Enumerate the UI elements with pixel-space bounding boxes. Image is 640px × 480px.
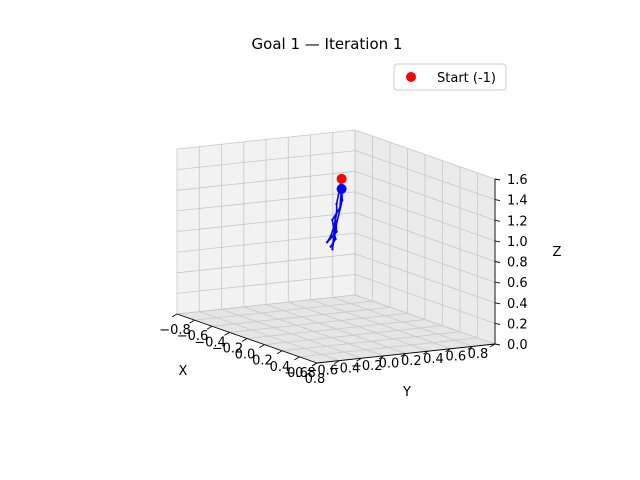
trajectory-point bbox=[335, 231, 337, 233]
z-tick bbox=[495, 241, 500, 242]
z-tick-label: 1.4 bbox=[507, 194, 528, 209]
legend-marker-start bbox=[406, 72, 416, 82]
plot-area: −0.8−0.6−0.4−0.20.0 0.2 0.4 0.6 0.8−0.8−0.6−… bbox=[159, 130, 527, 387]
x-tick-label: 0.0 bbox=[379, 357, 400, 372]
trajectory-point bbox=[333, 233, 335, 235]
y-tick-label: 0.8 bbox=[305, 372, 326, 387]
start-point-marker bbox=[337, 174, 347, 184]
trajectory-point bbox=[331, 248, 333, 250]
y-axis-label: Y bbox=[402, 385, 411, 400]
y-tick bbox=[295, 357, 300, 360]
x-tick-label: 0.8 bbox=[468, 347, 489, 362]
trajectory-point bbox=[336, 211, 338, 213]
z-tick-label: 0.4 bbox=[507, 297, 528, 312]
z-tick bbox=[495, 323, 500, 324]
z-tick-label: 1.0 bbox=[507, 235, 528, 250]
trajectory-point bbox=[331, 219, 333, 221]
legend-label-start: Start (-1) bbox=[437, 71, 496, 86]
z-tick-label: 1.2 bbox=[507, 214, 528, 229]
z-tick-label: 0.0 bbox=[507, 338, 528, 353]
x-axis-label: X bbox=[179, 364, 188, 379]
trajectory-point bbox=[330, 246, 332, 248]
z-tick bbox=[495, 282, 500, 283]
y-tick bbox=[172, 314, 177, 317]
trajectory-point bbox=[335, 225, 337, 227]
x-tick-label: 0.4 bbox=[423, 352, 444, 367]
z-tick-label: 0.2 bbox=[507, 317, 528, 332]
legend: Start (-1) bbox=[394, 64, 506, 90]
trajectory-point bbox=[330, 235, 332, 237]
x-tick-label: 0.6 bbox=[445, 349, 466, 364]
chart-title: Goal 1 — Iteration 1 bbox=[252, 35, 403, 53]
z-tick bbox=[495, 303, 500, 304]
z-tick bbox=[495, 262, 500, 263]
z-tick-label: 0.6 bbox=[507, 276, 528, 291]
z-tick-label: 0.8 bbox=[507, 256, 528, 271]
z-axis-label: Z bbox=[553, 245, 562, 260]
y-tick bbox=[277, 351, 282, 354]
y-tick bbox=[260, 345, 265, 348]
trajectory-point bbox=[339, 207, 341, 209]
trajectory-point bbox=[326, 241, 328, 243]
trajectory-point bbox=[334, 216, 336, 218]
z-tick bbox=[495, 220, 500, 221]
z-tick-label: 1.6 bbox=[507, 173, 528, 188]
axis-panes bbox=[177, 130, 495, 363]
trajectory-point bbox=[335, 203, 337, 205]
z-tick bbox=[495, 200, 500, 201]
z-tick bbox=[495, 179, 500, 180]
x-tick-label: 0.2 bbox=[401, 354, 422, 369]
trajectory-head-marker bbox=[337, 184, 347, 194]
trajectory-point bbox=[334, 238, 336, 240]
z-tick bbox=[495, 344, 500, 345]
trajectory-point bbox=[341, 199, 343, 201]
